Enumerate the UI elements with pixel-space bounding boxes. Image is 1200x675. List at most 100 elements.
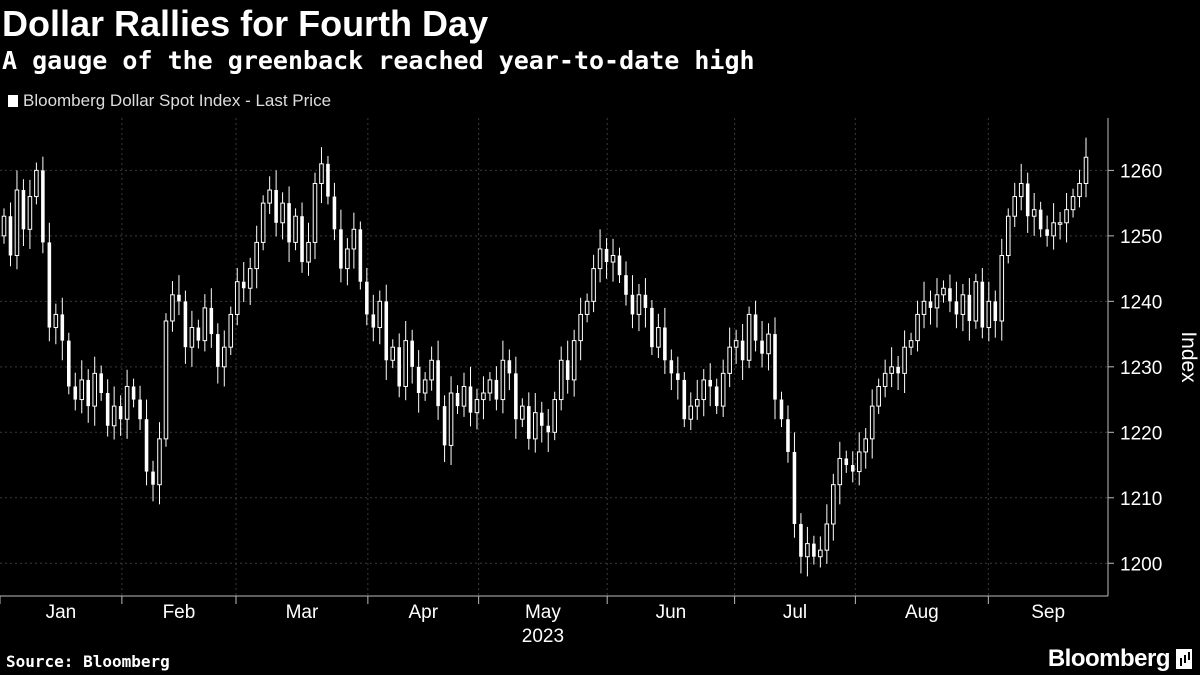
candle-body-up (746, 313, 752, 361)
candle-body-up (766, 333, 771, 355)
candle-body-down (617, 255, 622, 276)
legend-swatch (8, 95, 18, 107)
y-tick-label: 1210 (1120, 489, 1162, 510)
y-tick-label: 1260 (1120, 161, 1162, 182)
candle-body-down (209, 307, 214, 335)
candle-body-up (863, 438, 868, 453)
candle-body-up (34, 169, 39, 198)
candle-body-up (474, 399, 480, 414)
candle-body-down (196, 327, 201, 341)
candle-body-up (280, 202, 285, 224)
y-tick-label: 1240 (1120, 292, 1162, 313)
candle-body-up (124, 385, 130, 420)
candle-body-down (650, 307, 654, 348)
candle-body-up (656, 327, 661, 348)
candle-body-down (410, 340, 414, 367)
candle-body-down (812, 543, 816, 557)
candle-body-down (514, 373, 518, 420)
candle-body-up (701, 379, 707, 401)
candle-body-down (241, 281, 246, 289)
candle-body-down (339, 229, 343, 269)
candle-body-down (442, 406, 447, 446)
candle-body-down (844, 458, 849, 466)
candle-body-up (882, 372, 888, 387)
candle-body-down (371, 314, 376, 328)
candle-body-up (805, 543, 810, 558)
candle-body-up (429, 359, 434, 381)
candle-body-down (708, 379, 712, 387)
candle-body-up (53, 313, 59, 329)
candle-body-down (332, 196, 337, 230)
candle-body-down (539, 412, 544, 426)
candle-body-down (786, 419, 790, 452)
candle-body-up (260, 202, 266, 243)
candle-body-up (837, 457, 843, 486)
candle-body-up (960, 294, 966, 315)
candle-body-up (908, 340, 914, 348)
source-note: Source: Bloomberg (6, 652, 170, 671)
candle-body-up (986, 300, 992, 329)
candle-body-down (60, 314, 65, 341)
candle-body-up (973, 281, 979, 322)
candle-body-up (636, 294, 642, 315)
candle-body-down (714, 386, 719, 407)
candle-body-up (571, 340, 577, 381)
candle-body-up (727, 346, 732, 374)
candle-body-down (216, 334, 220, 367)
candle-body-up (461, 385, 467, 407)
candle-body-up (487, 379, 493, 394)
candle-body-down (792, 451, 797, 524)
chart-subtitle: A gauge of the greenback reached year-to… (2, 46, 755, 75)
candle-body-up (733, 340, 739, 348)
candle-body-down (850, 465, 855, 472)
candle-body-down (99, 373, 103, 394)
candle-body-down (144, 419, 149, 472)
candle-body-down (1025, 183, 1030, 217)
candle-body-down (21, 190, 26, 230)
candle-body-down (41, 170, 45, 243)
candle-body-down (397, 347, 402, 387)
candle-body-down (740, 340, 745, 361)
bar-chart-icon (1176, 649, 1192, 669)
candle-body-up (390, 346, 396, 361)
candle-body-down (1045, 229, 1049, 236)
candle-body-down (1038, 209, 1043, 230)
candle-body-up (312, 182, 318, 243)
candle-body-up (694, 399, 700, 407)
candle-body-up (558, 359, 564, 401)
candle-body-up (351, 228, 357, 250)
candle-body-up (293, 215, 298, 243)
x-tick-label: Aug (905, 602, 939, 623)
candle-body-down (274, 190, 278, 223)
x-axis-year-label: 2023 (522, 626, 564, 647)
candle-body-up (902, 346, 907, 374)
candle-body-up (941, 287, 946, 296)
candle-body-down (105, 393, 110, 426)
x-tick-label: Jan (46, 602, 77, 623)
candle-body-up (189, 327, 195, 348)
candle-body-up (228, 313, 234, 348)
candle-body-down (416, 366, 421, 394)
candle-body-up (247, 268, 253, 289)
candle-body-down (760, 340, 764, 354)
candle-body-up (92, 372, 97, 407)
candle-body-up (377, 300, 383, 329)
candle-body-up (319, 163, 324, 184)
x-tick-label: Sep (1031, 602, 1065, 623)
candle-body-up (222, 346, 227, 368)
candle-body-down (468, 386, 473, 413)
candle-body-down (546, 425, 551, 433)
candle-body-up (610, 255, 616, 263)
candle-body-down (773, 334, 777, 400)
candle-body-down (669, 360, 674, 374)
candle-body-up (869, 405, 875, 440)
candle-body-up (157, 438, 162, 486)
candle-body-down (183, 301, 188, 348)
candle-body-up (448, 392, 454, 446)
candle-body-down (138, 399, 142, 420)
y-tick-label: 1230 (1120, 358, 1162, 379)
candle-body-down (287, 203, 291, 243)
candle-body-up (552, 399, 558, 433)
candle-body-down (604, 248, 609, 263)
candle-body-down (507, 360, 512, 374)
